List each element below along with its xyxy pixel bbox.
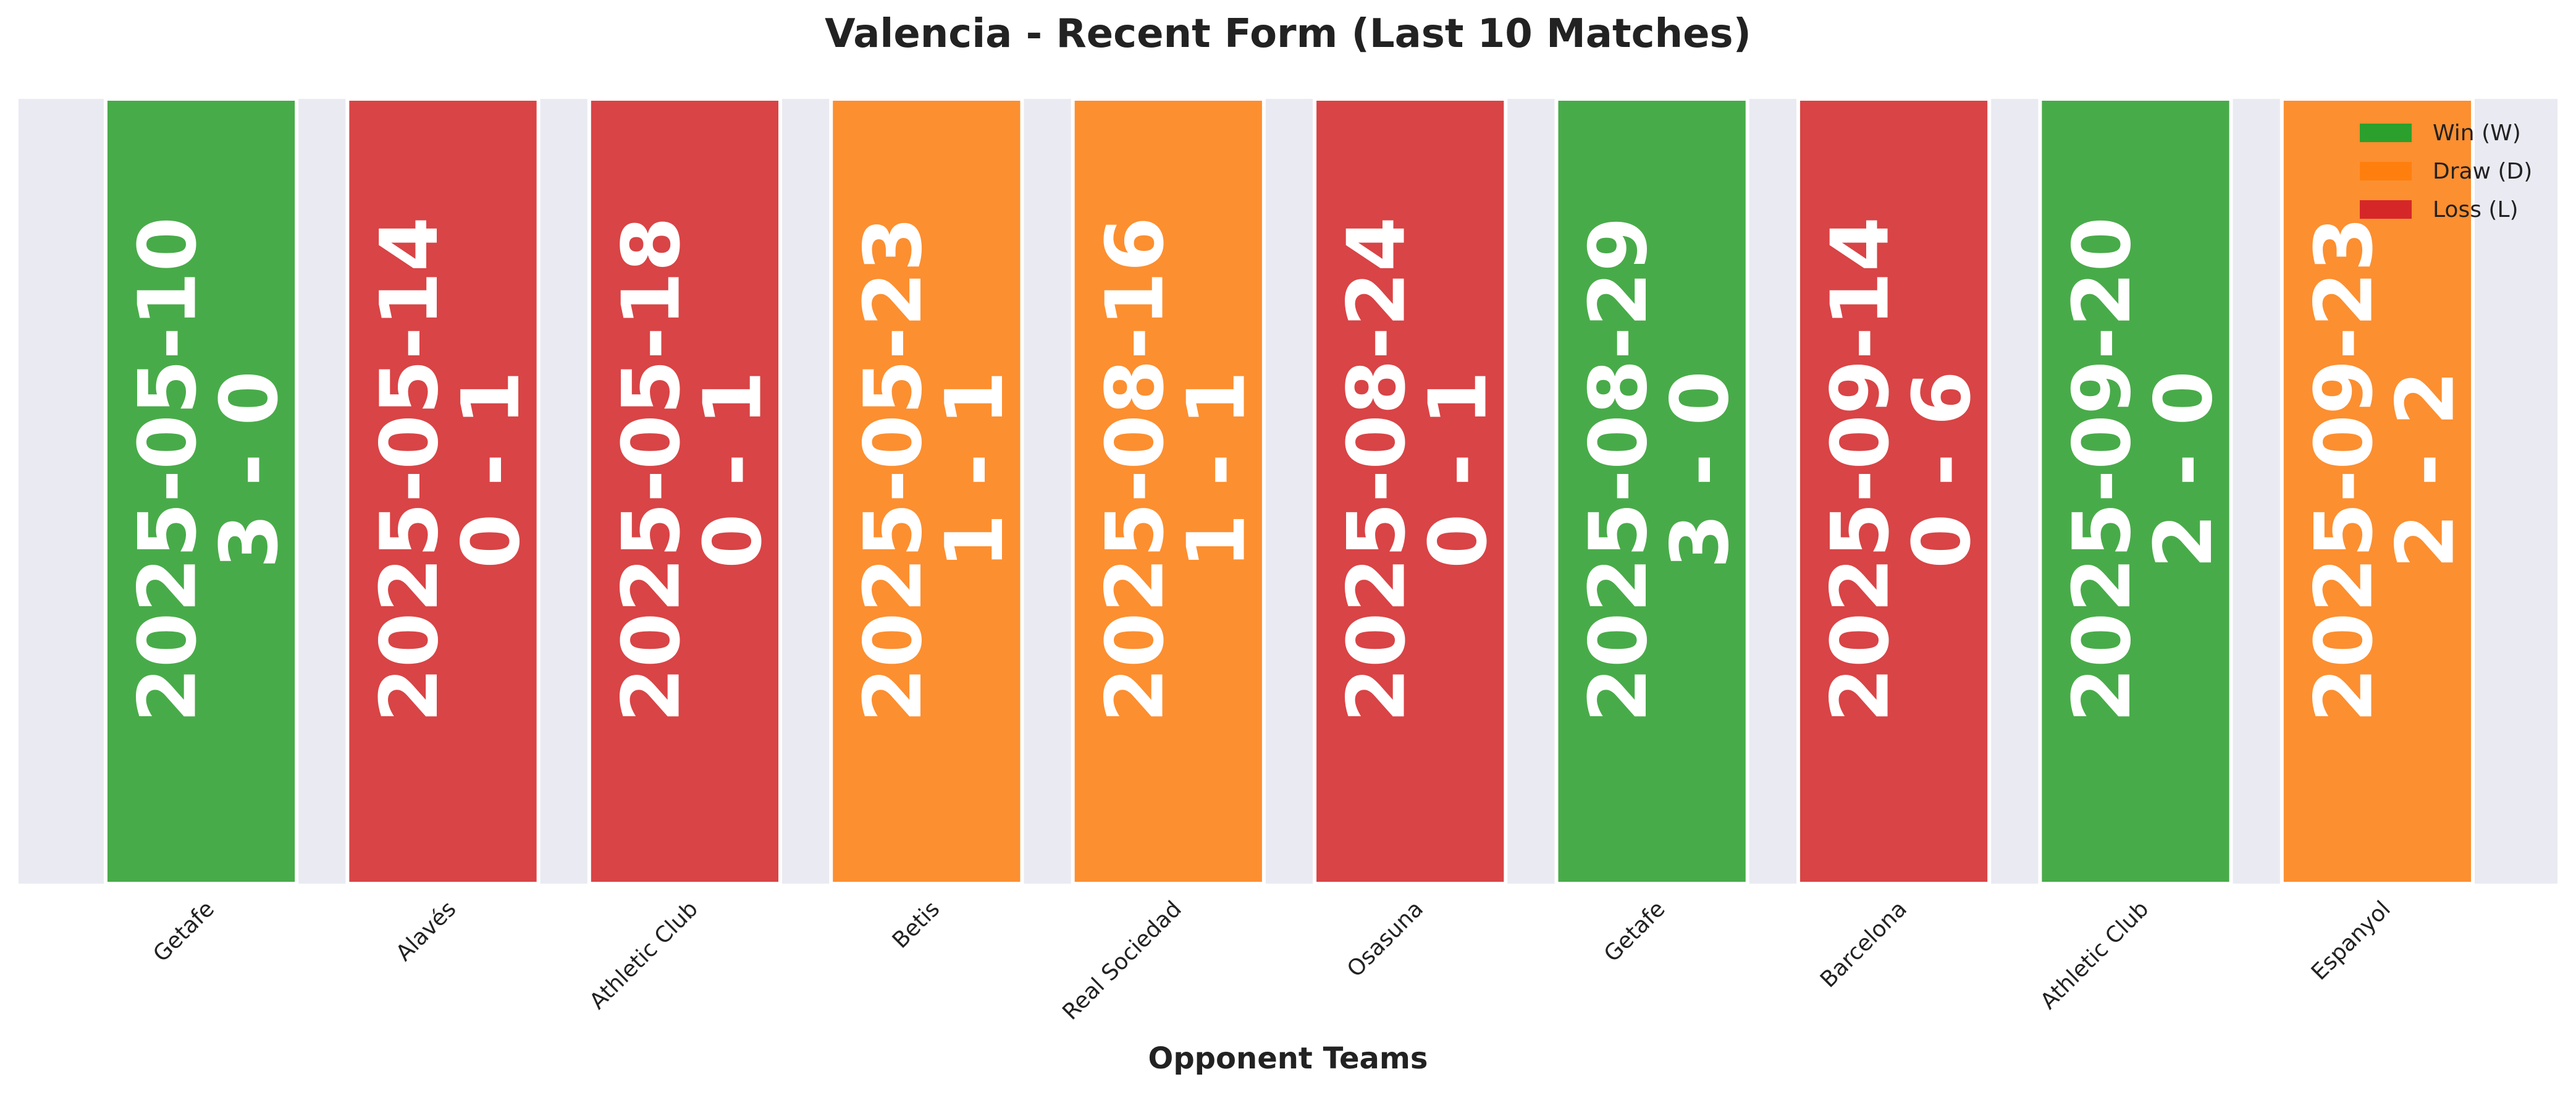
x-axis-label: Opponent Teams [1148, 1041, 1428, 1076]
match-date: 2025-05-14 [364, 217, 456, 723]
bar-match-8 [1796, 97, 1992, 886]
bar-label-4: 2025-05-231 - 1 [848, 217, 1021, 723]
bar-match-1 [103, 97, 299, 886]
bar-match-5 [1071, 97, 1266, 886]
bar-label-9: 2025-09-202 - 0 [2056, 217, 2230, 723]
x-tick-label-1: Getafe [148, 896, 219, 967]
match-score: 0 - 1 [1413, 371, 1505, 569]
match-score: 0 - 6 [1896, 371, 1989, 569]
match-date: 2025-05-10 [122, 217, 214, 723]
legend-label-d: Draw (D) [2433, 159, 2532, 184]
bar-match-10 [2279, 97, 2475, 886]
x-tick-label-7: Getafe [1599, 896, 1670, 967]
x-tick-label-4: Betis [888, 896, 945, 953]
match-date: 2025-08-24 [1331, 217, 1423, 723]
bar-match-6 [1313, 97, 1508, 886]
bar-labels-layer: 2025-05-103 - 0 2025-05-140 - 1 2025-05-18… [122, 217, 2472, 723]
bar-match-9 [2038, 97, 2233, 886]
bar-match-2 [345, 97, 541, 886]
x-tick-label-9: Athletic Club [2035, 896, 2153, 1014]
bar-match-4 [829, 97, 1024, 886]
bar-label-2: 2025-05-140 - 1 [364, 217, 537, 723]
legend-swatch-w [2360, 124, 2412, 142]
legend-label-l: Loss (L) [2433, 197, 2519, 222]
x-tick-label-6: Osasuna [1342, 896, 1428, 982]
match-score: 3 - 0 [204, 371, 296, 569]
bar-label-10: 2025-09-232 - 2 [2298, 217, 2472, 723]
match-score: 0 - 1 [687, 371, 779, 569]
x-tick-label-2: Alavés [391, 896, 461, 966]
bar-match-7 [1554, 97, 1749, 886]
bar-label-3: 2025-05-180 - 1 [605, 217, 779, 723]
match-date: 2025-09-20 [2056, 217, 2149, 723]
match-score: 0 - 1 [445, 371, 537, 569]
match-date: 2025-09-23 [2298, 217, 2390, 723]
match-score: 1 - 1 [1171, 371, 1263, 569]
chart-title: Valencia - Recent Form (Last 10 Matches) [825, 11, 1751, 57]
match-date: 2025-08-29 [1573, 217, 1665, 723]
legend-label-w: Win (W) [2433, 120, 2521, 146]
bar-label-5: 2025-08-161 - 1 [1089, 217, 1263, 723]
match-score: 2 - 0 [2138, 371, 2230, 569]
x-tick-label-3: Athletic Club [585, 896, 703, 1014]
legend-swatch-d [2360, 162, 2412, 180]
match-date: 2025-05-18 [605, 217, 697, 723]
match-score: 2 - 2 [2380, 371, 2472, 569]
legend-swatch-l [2360, 200, 2412, 219]
match-date: 2025-09-14 [1815, 217, 1907, 723]
x-tick-labels: Getafe Alavés Athletic Club Betis Real Socie… [148, 896, 2395, 1025]
bar-match-3 [587, 97, 783, 886]
x-tick-label-8: Barcelona [1816, 896, 1912, 992]
x-tick-label-5: Real Sociedad [1058, 896, 1186, 1025]
match-date: 2025-05-23 [848, 217, 940, 723]
x-tick-label-10: Espanyol [2307, 896, 2396, 985]
bars-layer [103, 97, 2475, 886]
legend: Win (W) Draw (D) Loss (L) [2360, 120, 2532, 222]
bar-label-8: 2025-09-140 - 6 [1815, 217, 1989, 723]
match-score: 3 - 0 [1654, 371, 1746, 569]
match-date: 2025-08-16 [1089, 217, 1181, 723]
bar-label-6: 2025-08-240 - 1 [1331, 217, 1505, 723]
bar-label-7: 2025-08-293 - 0 [1573, 217, 1746, 723]
match-score: 1 - 1 [929, 371, 1021, 569]
bar-label-1: 2025-05-103 - 0 [122, 217, 296, 723]
